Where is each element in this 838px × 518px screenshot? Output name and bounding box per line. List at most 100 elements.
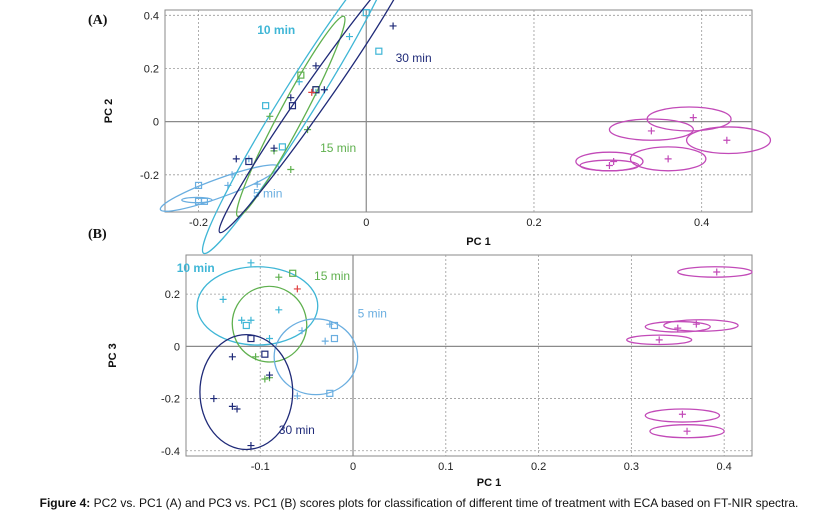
- score-point-cross: [683, 427, 691, 435]
- score-point-square: [261, 350, 269, 358]
- plot-frame: [185, 254, 753, 457]
- score-point-cross: [275, 273, 283, 281]
- score-point-square: [194, 181, 203, 190]
- score-point-square: [262, 102, 270, 110]
- x-tick-label: 0.4: [694, 217, 709, 229]
- score-point-cross: [312, 62, 320, 70]
- x-tick-label: 0.1: [438, 461, 453, 473]
- confidence-ellipse: [273, 318, 359, 396]
- series-control: [575, 106, 772, 172]
- score-point-cross: [664, 155, 672, 163]
- y-tick-label: 0.2: [165, 289, 180, 301]
- score-point-square: [312, 86, 320, 94]
- y-tick-label: -0.2: [140, 170, 159, 182]
- score-point-cross: [270, 144, 278, 152]
- score-point-cross: [713, 268, 721, 276]
- confidence-ellipse: [575, 151, 644, 172]
- score-point-cross: [210, 395, 218, 403]
- score-point-cross: [647, 127, 655, 135]
- score-point-cross: [326, 320, 334, 328]
- y-tick-label: 0.4: [144, 10, 159, 22]
- score-point-cross: [674, 324, 682, 332]
- confidence-ellipse: [608, 118, 694, 141]
- panel-label: (B): [88, 227, 107, 242]
- score-point-cross: [610, 158, 618, 165]
- group-label: 15 min: [314, 269, 350, 283]
- group-label: 10 min: [177, 261, 215, 275]
- score-point-square: [330, 321, 339, 330]
- confidence-ellipse: [626, 334, 693, 346]
- panel-label: (A): [88, 13, 108, 28]
- score-point-cross: [247, 442, 255, 450]
- score-point-cross: [293, 392, 301, 400]
- y-tick-label: 0.2: [144, 63, 159, 75]
- confidence-ellipse: [201, 0, 397, 255]
- x-tick-label: 0.3: [624, 461, 639, 473]
- caption-text: PC2 vs. PC1 (A) and PC3 vs. PC1 (B) scor…: [93, 496, 799, 510]
- confidence-ellipse: [196, 266, 319, 346]
- score-point-cross: [723, 136, 731, 144]
- score-point-cross: [287, 165, 295, 173]
- group-label: 30 min: [396, 51, 432, 65]
- series-10-min: 10 min: [177, 259, 319, 346]
- y-tick-label: 0: [174, 341, 180, 353]
- figure-4: (A) -0.2 0 0.2 0.4 -0.2 0 0.2 0.4 PC 1 PC 2 5 min 10…: [88, 0, 772, 489]
- score-point-cross: [345, 33, 353, 41]
- confidence-ellipse: [644, 408, 721, 423]
- confidence-ellipse: [649, 424, 725, 439]
- score-point-square: [278, 143, 286, 151]
- score-point-cross: [266, 371, 274, 379]
- score-point-cross: [389, 22, 397, 30]
- x-tick-label: 0: [363, 217, 369, 229]
- score-point-cross: [247, 316, 255, 324]
- score-point-cross: [308, 88, 316, 96]
- score-point-cross: [253, 180, 261, 188]
- confidence-ellipse: [181, 196, 213, 204]
- series-10-min: 10 min: [201, 0, 397, 255]
- confidence-ellipse: [159, 164, 280, 212]
- confidence-ellipse: [663, 319, 739, 332]
- series-30-min: 30 min: [199, 333, 315, 451]
- series-15-min: 15 min: [235, 15, 356, 218]
- x-tick-label: -0.2: [189, 217, 208, 229]
- score-point-cross: [238, 316, 246, 324]
- x-tick-label: 0: [350, 461, 356, 473]
- score-point-square: [362, 9, 370, 17]
- score-point-cross: [247, 259, 255, 267]
- confidence-ellipse: [199, 333, 294, 451]
- score-point-square: [245, 157, 253, 166]
- score-point-square: [375, 47, 383, 55]
- confidence-ellipse: [231, 285, 308, 363]
- score-point-cross: [228, 171, 236, 179]
- group-label: 5 min: [358, 307, 387, 321]
- x-tick-label: 0.2: [531, 461, 546, 473]
- series-5-min: 5 min: [273, 307, 387, 400]
- series-red: [308, 88, 316, 96]
- series-control: [626, 266, 753, 439]
- confidence-ellipse: [685, 126, 772, 155]
- group-label: 10 min: [257, 23, 295, 37]
- score-point-cross: [287, 94, 295, 102]
- score-point-square: [200, 197, 209, 205]
- score-point-cross: [692, 320, 700, 328]
- score-point-cross: [261, 375, 269, 383]
- score-point-square: [247, 334, 255, 343]
- y-axis-title: PC 2: [103, 99, 115, 123]
- y-tick-label: -0.2: [161, 394, 180, 406]
- score-point-cross: [298, 327, 306, 335]
- score-point-cross: [266, 335, 274, 343]
- score-point-cross: [228, 402, 236, 410]
- scores-plot-a: (A)-0.2 0 0.2 0.4-0.200.20.4PC 1PC 25 min10…: [88, 0, 772, 255]
- score-point-cross: [689, 114, 697, 122]
- score-point-cross: [232, 155, 240, 163]
- x-tick-label: -0.1: [251, 461, 270, 473]
- score-point-cross: [219, 295, 227, 303]
- plot-frame: [164, 9, 753, 213]
- x-axis-title: PC 1: [477, 477, 501, 489]
- score-point-cross: [275, 306, 283, 314]
- score-point-cross: [266, 112, 274, 120]
- scores-plot-b: (B) -0.1 0 0.1 0.2 0.3 0.4 -0.4 -0.2 0 0.2 PC 1 PC 3…: [88, 227, 753, 489]
- confidence-ellipse: [629, 146, 707, 172]
- series-15-min: 15 min: [231, 269, 350, 383]
- series-30-min: 30 min: [218, 0, 432, 234]
